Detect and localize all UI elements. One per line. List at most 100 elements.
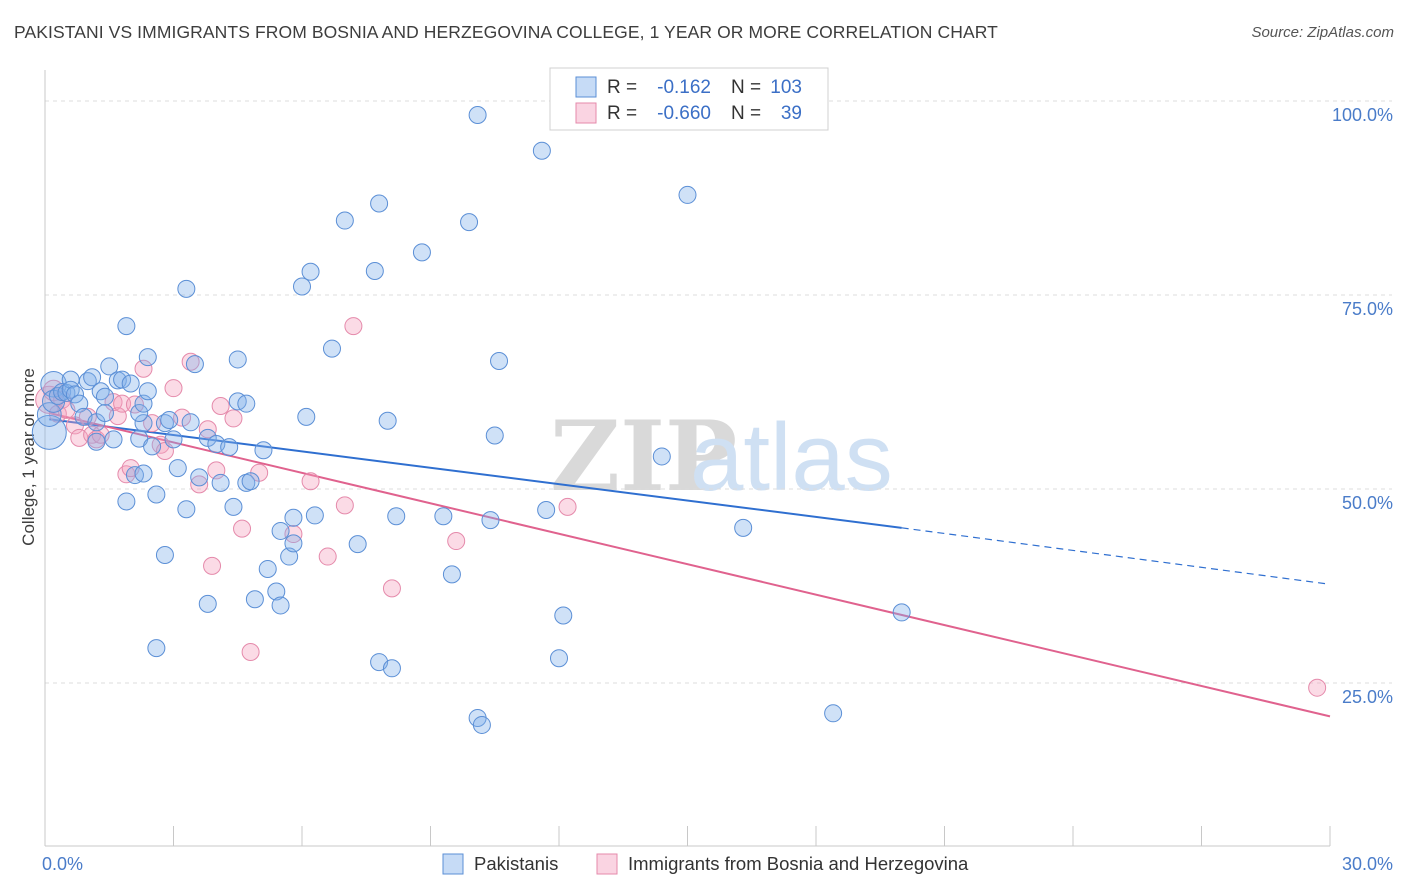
pakistanis-point [892, 603, 911, 622]
pakistanis-point [134, 464, 153, 483]
pakistanis-point [293, 277, 311, 296]
pakistanis-point [155, 546, 174, 564]
legend-r-label-2: R = [607, 103, 637, 124]
pakistanis-point [95, 403, 114, 422]
y-axis-label: College, 1 year or more [19, 368, 38, 546]
pakistanis-point [31, 414, 67, 450]
pakistanis-point [198, 594, 217, 613]
legend-swatch-pakistanis [575, 76, 597, 98]
pakistanis-trend-extension [901, 527, 1326, 585]
pakistanis-point [387, 507, 406, 526]
pakistanis-point [734, 518, 753, 537]
series-legend: Pakistanis Immigrants from Bosnia and He… [442, 853, 969, 875]
bosnia-point [318, 547, 337, 566]
pakistanis-point [134, 414, 153, 433]
pakistanis-point [104, 430, 123, 449]
chart-title: PAKISTANI VS IMMIGRANTS FROM BOSNIA AND … [14, 22, 998, 42]
pakistanis-point [284, 534, 303, 553]
bosnia-point [447, 532, 466, 551]
pakistanis-point [485, 426, 504, 445]
pakistanis-point [271, 596, 290, 615]
pakistanis-point [237, 394, 256, 413]
pakistanis-point [271, 521, 290, 540]
series-legend-swatch-bosnia [596, 853, 618, 875]
stats-legend: R = -0.162 N = 103 R = -0.660 N = 39 [549, 67, 829, 131]
pakistanis-point [301, 262, 320, 281]
pakistanis-point [824, 704, 843, 723]
series-legend-label-bosnia: Immigrants from Bosnia and Herzegovina [628, 853, 969, 874]
pakistanis-point [241, 472, 260, 491]
bosnia-point [224, 409, 243, 428]
legend-n-label-1: N = [731, 77, 761, 98]
pakistanis-point [228, 350, 247, 369]
pakistanis-point [147, 485, 166, 504]
x-tick-marks [44, 826, 1331, 846]
pakistanis-point [267, 582, 286, 601]
legend-r-value-2: -0.660 [657, 103, 711, 124]
x-tick-label-min: 0.0% [42, 854, 83, 874]
pakistanis-point [245, 590, 264, 609]
pakistanis-point [537, 500, 556, 519]
bosnia-point [233, 519, 252, 538]
pakistanis-point [147, 639, 166, 658]
y-tick-label: 75.0% [1342, 299, 1393, 319]
pakistanis-point [468, 106, 487, 125]
source-label: Source: ZipAtlas.com [1251, 24, 1394, 41]
pakistanis-point [434, 507, 453, 526]
pakistanis-point [117, 492, 136, 511]
x-tick-label-max: 30.0% [1342, 854, 1393, 874]
series-legend-label-pakistanis: Pakistanis [474, 853, 558, 874]
trend-lines [49, 412, 1331, 718]
bosnia-point [382, 579, 401, 598]
watermark-atlas: atlas [690, 404, 893, 511]
pakistanis-point [297, 407, 316, 426]
bosnia-point [78, 407, 97, 426]
pakistanis-point [181, 413, 200, 432]
legend-n-value-2: 39 [781, 103, 802, 124]
pakistanis-point [678, 185, 697, 204]
pakistanis-point [65, 385, 84, 404]
bosnia-point [113, 394, 132, 413]
legend-r-value-1: -0.162 [657, 77, 711, 98]
legend-r-label-1: R = [607, 77, 637, 98]
bosnia-point [164, 379, 183, 398]
pakistanis-point [211, 473, 230, 492]
pakistanis-point [254, 441, 273, 460]
pakistanis-point [160, 410, 179, 429]
pakistanis-point [348, 535, 367, 554]
y-tick-label: 50.0% [1342, 493, 1393, 513]
bosnia-point [190, 475, 209, 494]
pakistanis-point [117, 317, 136, 336]
y-tick-label: 100.0% [1332, 105, 1393, 125]
y-tick-labels: 100.0% 75.0% 50.0% 25.0% [1332, 105, 1393, 707]
pakistanis-point [554, 606, 573, 625]
legend-n-value-1: 103 [770, 77, 802, 98]
pakistanis-point [305, 506, 324, 525]
pakistanis-point [177, 500, 196, 519]
pakistanis-point [130, 403, 149, 422]
bosnia-point [335, 496, 354, 515]
bosnia-point [211, 397, 230, 416]
bosnia-point [301, 472, 320, 491]
pakistanis-point [143, 437, 162, 456]
pakistanis-point [382, 659, 401, 678]
pakistanis-point [365, 261, 384, 280]
pakistanis-point [100, 357, 119, 376]
pakistanis-point [652, 447, 671, 466]
pakistanis-point [335, 211, 354, 230]
pakistanis-point [220, 438, 239, 457]
bosnia-trend-line [49, 412, 1331, 718]
legend-n-label-2: N = [731, 103, 761, 124]
y-tick-label: 25.0% [1342, 687, 1393, 707]
pakistanis-point [284, 508, 303, 527]
bosnia-point [344, 317, 363, 336]
pakistanis-point [138, 348, 157, 367]
pakistanis-point [460, 213, 479, 232]
bosnia-point [134, 359, 153, 378]
legend-swatch-bosnia [575, 102, 597, 124]
bosnia-point [203, 556, 222, 575]
pakistanis-point [224, 497, 243, 516]
pakistanis-point [177, 279, 196, 298]
pakistanis-point [164, 430, 183, 449]
